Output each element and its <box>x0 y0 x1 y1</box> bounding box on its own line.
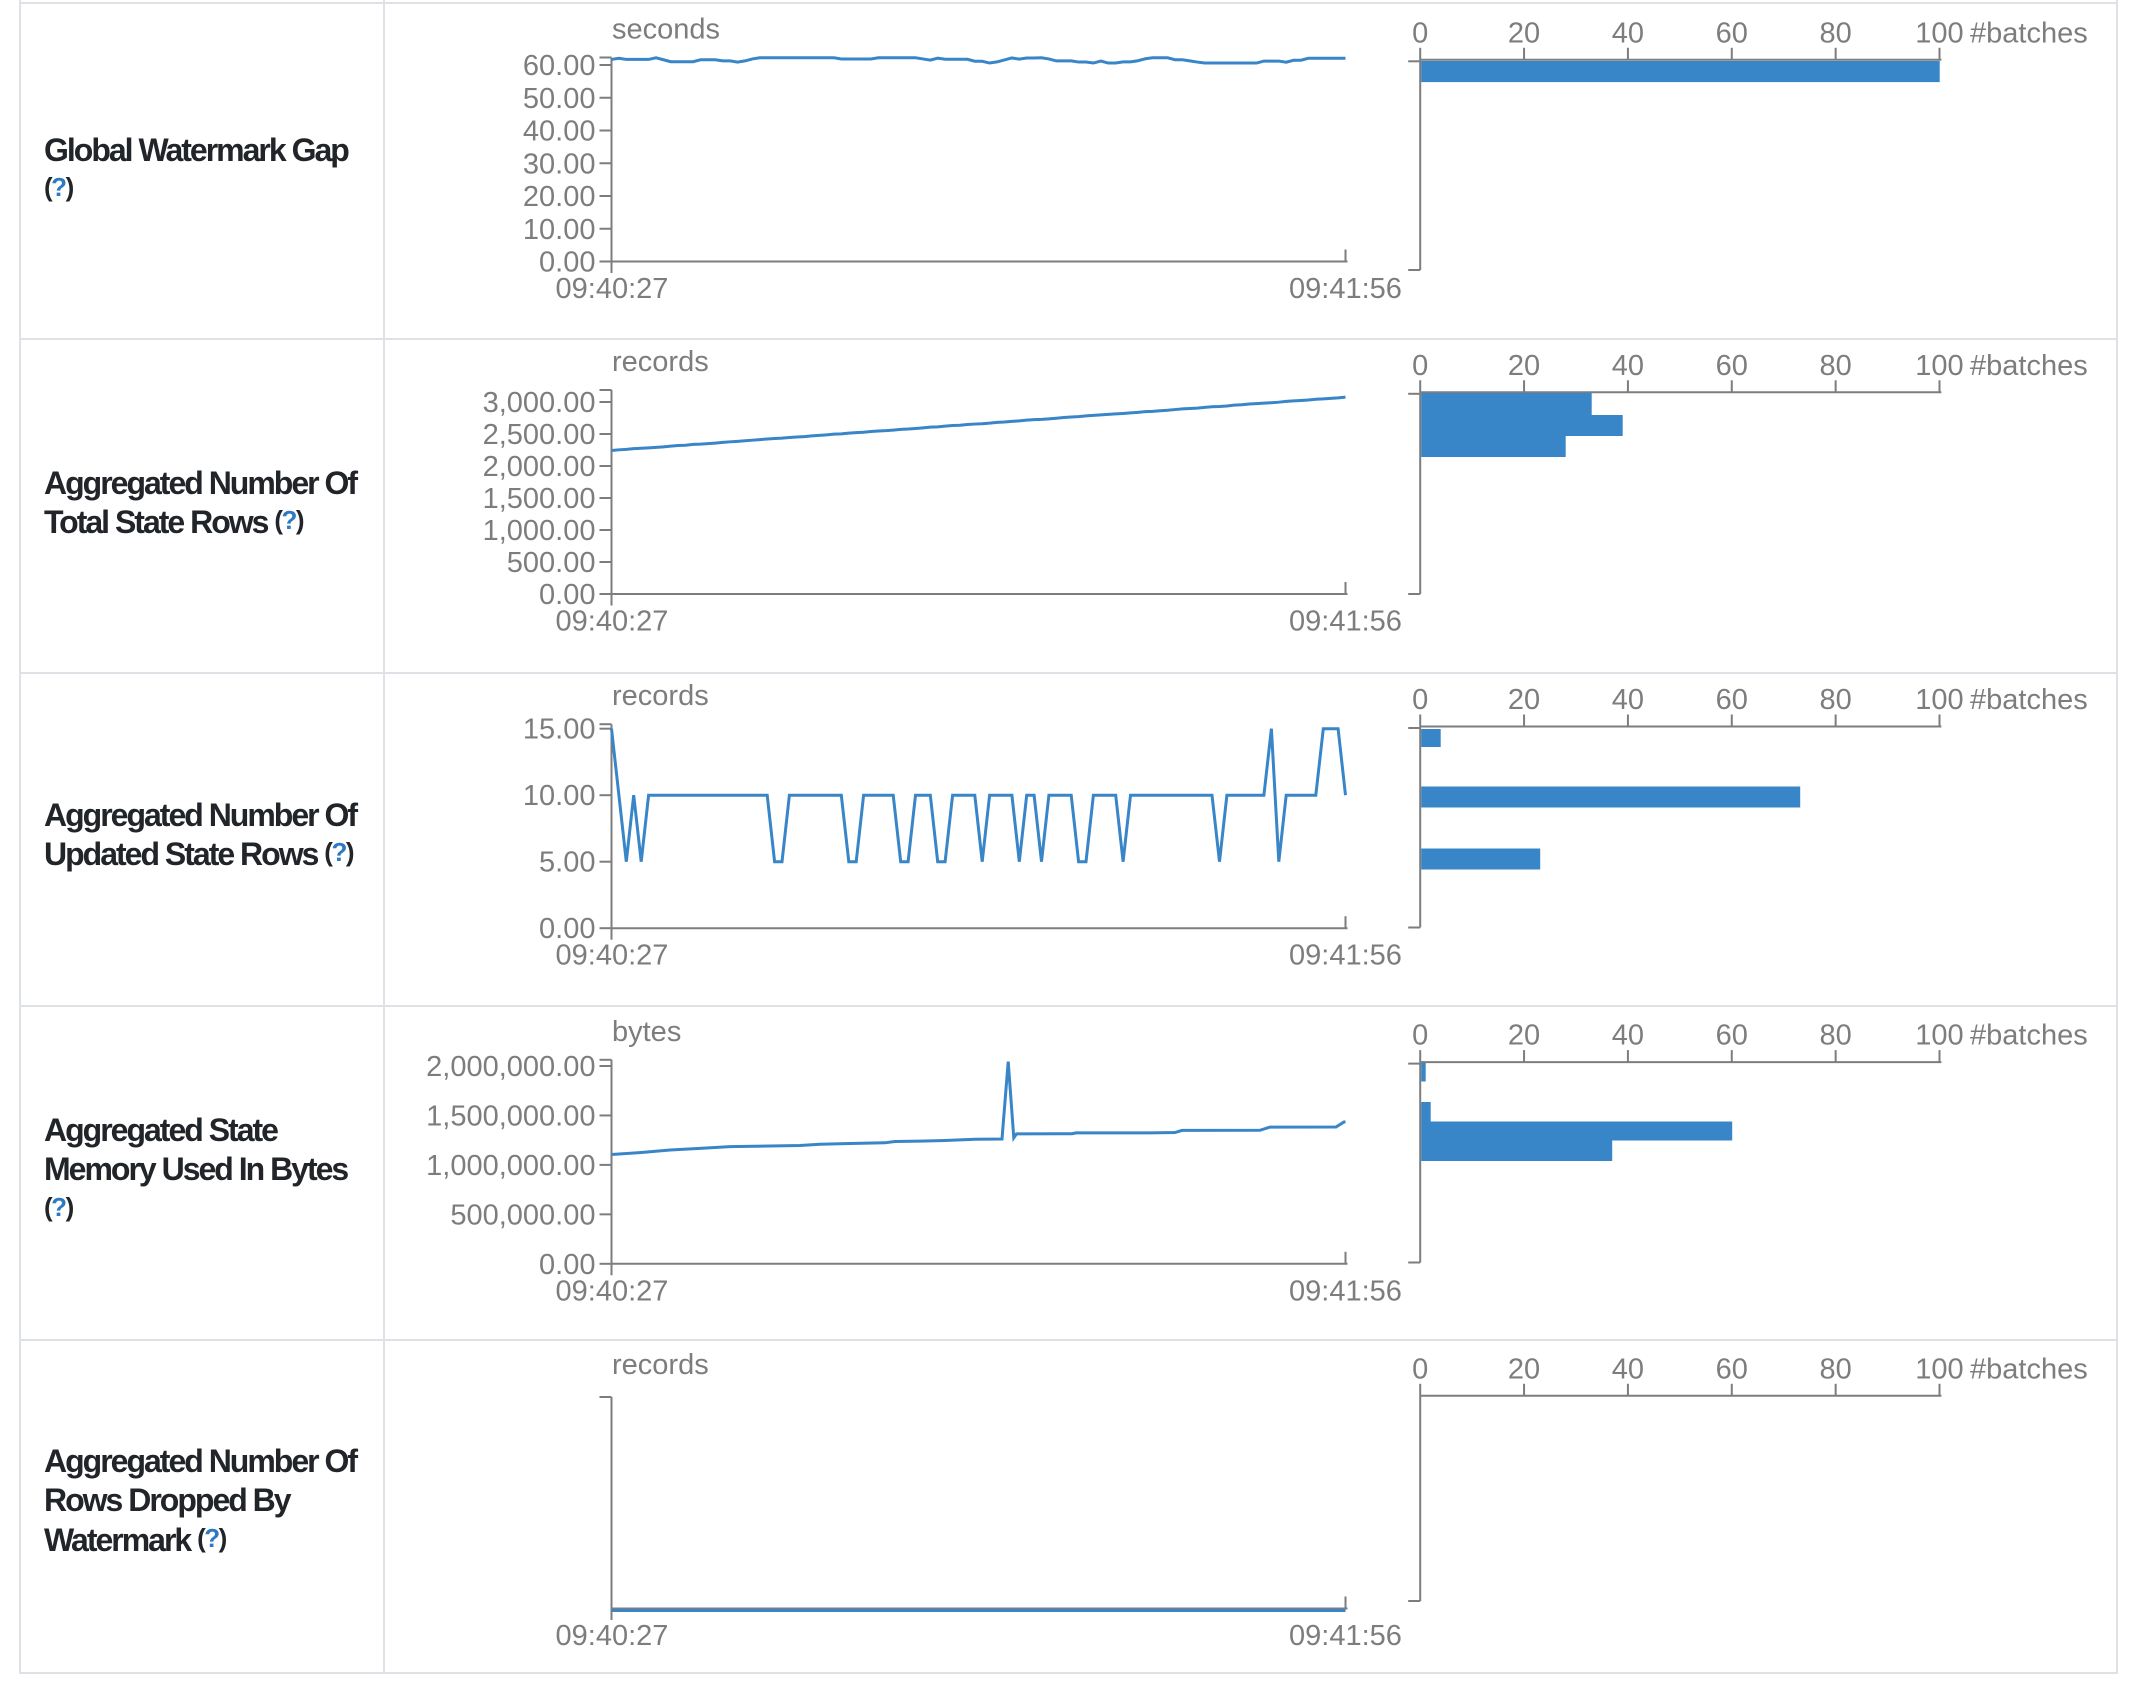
svg-text:20: 20 <box>1508 1020 1540 1052</box>
svg-text:500.00: 500.00 <box>507 547 596 579</box>
svg-text:records: records <box>612 680 709 712</box>
svg-text:#batches: #batches <box>1970 684 2088 716</box>
svg-text:09:40:27: 09:40:27 <box>556 273 669 305</box>
svg-text:15.00: 15.00 <box>523 714 596 746</box>
svg-text:0: 0 <box>1412 1353 1428 1385</box>
svg-text:80: 80 <box>1820 684 1852 716</box>
svg-text:2,500.00: 2,500.00 <box>483 419 596 451</box>
svg-text:09:41:56: 09:41:56 <box>1289 273 1402 305</box>
svg-text:100: 100 <box>1915 684 1963 716</box>
svg-text:100: 100 <box>1915 17 1963 49</box>
svg-text:#batches: #batches <box>1970 17 2088 49</box>
svg-text:500,000.00: 500,000.00 <box>450 1199 595 1231</box>
svg-text:09:40:27: 09:40:27 <box>556 606 669 638</box>
svg-text:20: 20 <box>1508 350 1540 382</box>
svg-text:40: 40 <box>1612 1020 1644 1052</box>
svg-text:3,000.00: 3,000.00 <box>483 387 596 419</box>
svg-text:0: 0 <box>1412 1020 1428 1052</box>
svg-text:09:41:56: 09:41:56 <box>1289 940 1402 972</box>
svg-text:100: 100 <box>1915 1353 1963 1385</box>
svg-text:5.00: 5.00 <box>539 847 595 879</box>
svg-text:0: 0 <box>1412 684 1428 716</box>
svg-text:100: 100 <box>1915 350 1963 382</box>
svg-text:0.00: 0.00 <box>539 913 595 945</box>
svg-text:records: records <box>612 346 709 378</box>
svg-text:20.00: 20.00 <box>523 181 596 213</box>
svg-text:30.00: 30.00 <box>523 148 596 180</box>
svg-text:60: 60 <box>1716 350 1748 382</box>
svg-text:1,000,000.00: 1,000,000.00 <box>426 1150 595 1182</box>
svg-text:40: 40 <box>1612 1353 1644 1385</box>
svg-text:10.00: 10.00 <box>523 214 596 246</box>
svg-text:1,500,000.00: 1,500,000.00 <box>426 1100 595 1132</box>
svg-text:60: 60 <box>1716 1020 1748 1052</box>
svg-text:records: records <box>612 1349 709 1381</box>
svg-text:0.00: 0.00 <box>539 1249 595 1281</box>
svg-text:60: 60 <box>1716 684 1748 716</box>
svg-text:#batches: #batches <box>1970 1020 2088 1052</box>
svg-text:50.00: 50.00 <box>523 83 596 115</box>
svg-text:2,000,000.00: 2,000,000.00 <box>426 1051 595 1083</box>
svg-text:#batches: #batches <box>1970 350 2088 382</box>
svg-text:09:41:56: 09:41:56 <box>1289 606 1402 638</box>
svg-text:40: 40 <box>1612 17 1644 49</box>
svg-text:09:41:56: 09:41:56 <box>1289 1620 1402 1652</box>
svg-text:10.00: 10.00 <box>523 780 596 812</box>
svg-text:0: 0 <box>1412 350 1428 382</box>
svg-text:20: 20 <box>1508 684 1540 716</box>
svg-text:1,500.00: 1,500.00 <box>483 483 596 515</box>
svg-text:0.00: 0.00 <box>539 247 595 279</box>
svg-text:0: 0 <box>1412 17 1428 49</box>
svg-text:80: 80 <box>1820 1353 1852 1385</box>
svg-text:#batches: #batches <box>1970 1353 2088 1385</box>
svg-text:60: 60 <box>1716 1353 1748 1385</box>
svg-text:60: 60 <box>1716 17 1748 49</box>
svg-text:40: 40 <box>1612 350 1644 382</box>
svg-text:09:40:27: 09:40:27 <box>556 1620 669 1652</box>
svg-text:80: 80 <box>1820 1020 1852 1052</box>
svg-text:1,000.00: 1,000.00 <box>483 515 596 547</box>
svg-text:09:40:27: 09:40:27 <box>556 940 669 972</box>
svg-text:20: 20 <box>1508 17 1540 49</box>
svg-text:80: 80 <box>1820 17 1852 49</box>
svg-text:60.00: 60.00 <box>523 50 596 82</box>
svg-text:09:41:56: 09:41:56 <box>1289 1275 1402 1307</box>
svg-text:seconds: seconds <box>612 14 720 46</box>
svg-text:bytes: bytes <box>612 1016 681 1048</box>
svg-text:20: 20 <box>1508 1353 1540 1385</box>
svg-text:09:40:27: 09:40:27 <box>556 1275 669 1307</box>
svg-text:0.00: 0.00 <box>539 579 595 611</box>
svg-text:2,000.00: 2,000.00 <box>483 451 596 483</box>
svg-text:100: 100 <box>1915 1020 1963 1052</box>
svg-text:80: 80 <box>1820 350 1852 382</box>
svg-text:40.00: 40.00 <box>523 116 596 148</box>
svg-text:40: 40 <box>1612 684 1644 716</box>
